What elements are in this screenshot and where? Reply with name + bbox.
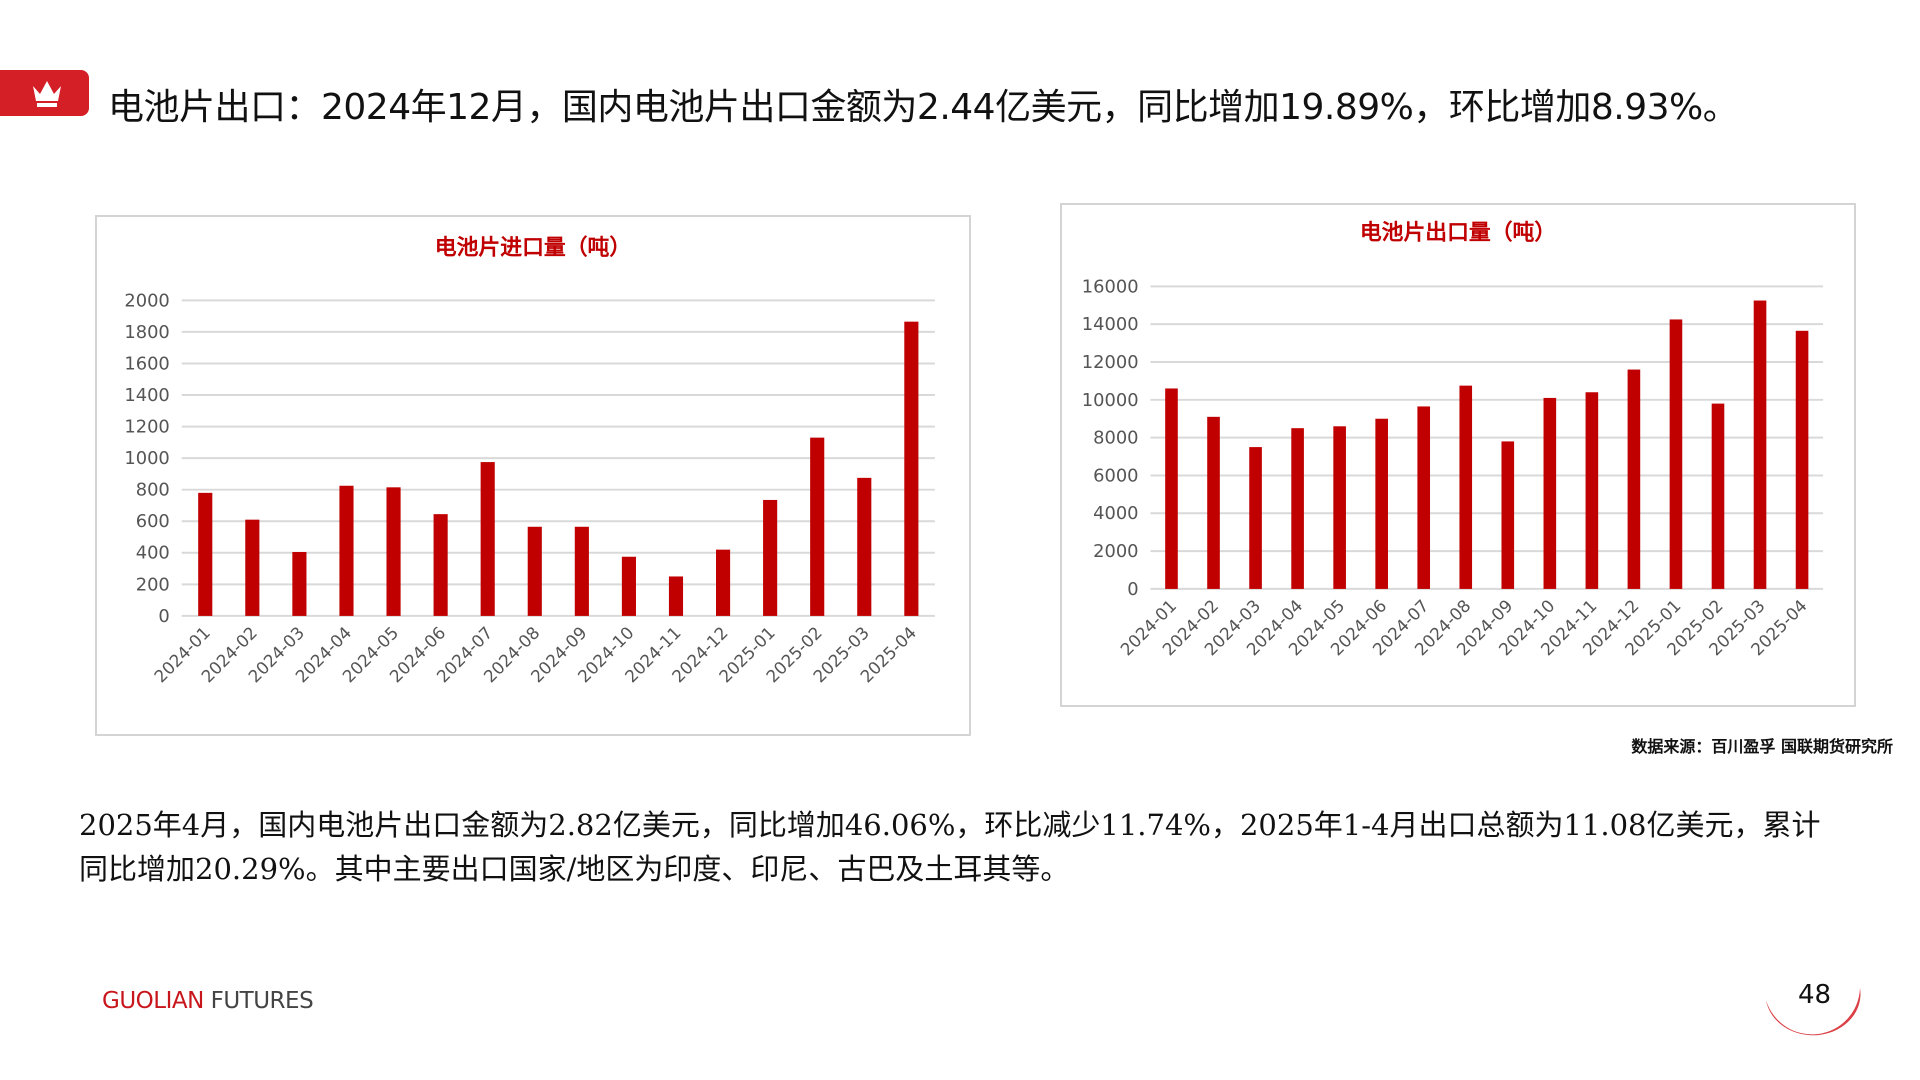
- y-tick-label: 0: [158, 606, 169, 627]
- bar: [198, 492, 213, 616]
- bar: [1165, 388, 1178, 589]
- bar: [245, 519, 260, 616]
- bar: [1249, 447, 1262, 589]
- bar: [1585, 392, 1599, 589]
- bar: [1375, 418, 1388, 589]
- y-tick-label: 400: [136, 543, 170, 564]
- header-badge: [0, 70, 89, 116]
- y-tick-label: 6000: [1093, 465, 1138, 486]
- bar: [857, 477, 872, 616]
- brand-gray: FUTURES: [203, 988, 314, 1014]
- bar: [1711, 403, 1725, 589]
- data-source: 数据来源：百川盈孚 国联期货研究所: [1631, 737, 1893, 756]
- bar: [386, 487, 401, 616]
- bar: [904, 321, 919, 616]
- y-tick-label: 0: [1127, 579, 1138, 600]
- y-tick-label: 12000: [1082, 352, 1139, 373]
- bar: [1753, 300, 1767, 589]
- bar: [1501, 441, 1515, 589]
- brand-red: GUOLIAN: [102, 988, 204, 1014]
- bar: [292, 552, 307, 616]
- y-tick-label: 1000: [124, 448, 169, 469]
- chart-title: 电池片出口量（吨）: [1360, 221, 1556, 246]
- bar: [1459, 385, 1473, 589]
- y-tick-label: 14000: [1082, 314, 1139, 335]
- crown-icon: [33, 81, 61, 107]
- y-tick-label: 200: [136, 574, 170, 595]
- bar: [810, 437, 825, 616]
- y-tick-label: 10000: [1082, 390, 1139, 411]
- import-chart: 电池片进口量（吨） 0 200 400 600 800 1000 1200 1400 1600 18…: [95, 215, 971, 736]
- y-tick-label: 1600: [124, 353, 169, 374]
- bar: [480, 462, 495, 616]
- chart-title: 电池片进口量（吨）: [435, 236, 631, 261]
- y-tick-label: 8000: [1093, 428, 1138, 449]
- bar: [668, 576, 684, 616]
- bar: [1795, 330, 1809, 589]
- bar: [339, 485, 354, 616]
- bar: [1627, 369, 1641, 589]
- y-tick-label: 800: [136, 480, 170, 501]
- bar: [1333, 426, 1346, 589]
- page-title: 电池片出口：2024年12月，国内电池片出口金额为2.44亿美元，同比增加19.…: [108, 87, 1739, 128]
- bar: [1669, 319, 1683, 589]
- bar: [1207, 416, 1220, 589]
- y-tick-label: 600: [136, 511, 170, 532]
- bar: [433, 514, 448, 616]
- bar: [1543, 397, 1557, 589]
- brand-logo: GUOLIAN FUTURES: [102, 988, 314, 1014]
- y-tick-label: 2000: [124, 290, 169, 311]
- bar: [1291, 428, 1304, 589]
- y-tick-label: 1800: [124, 322, 169, 343]
- bar: [621, 556, 636, 616]
- y-tick-label: 2000: [1093, 541, 1138, 562]
- y-tick-label: 1200: [124, 417, 169, 438]
- bar: [1417, 406, 1431, 589]
- bar: [527, 526, 542, 616]
- bar: [763, 499, 778, 616]
- bar: [574, 526, 589, 616]
- summary-paragraph: 2025年4月，国内电池片出口金额为2.82亿美元，同比增加46.06%，环比减…: [79, 808, 1821, 886]
- bar: [715, 549, 731, 616]
- export-chart: 电池片出口量（吨） 0 2000 4000 6000 8000 10000 12000 1400…: [1060, 203, 1856, 707]
- page-number: 48: [1798, 980, 1832, 1010]
- y-tick-label: 1400: [124, 385, 169, 406]
- y-tick-label: 16000: [1082, 276, 1139, 297]
- y-tick-label: 4000: [1093, 503, 1138, 524]
